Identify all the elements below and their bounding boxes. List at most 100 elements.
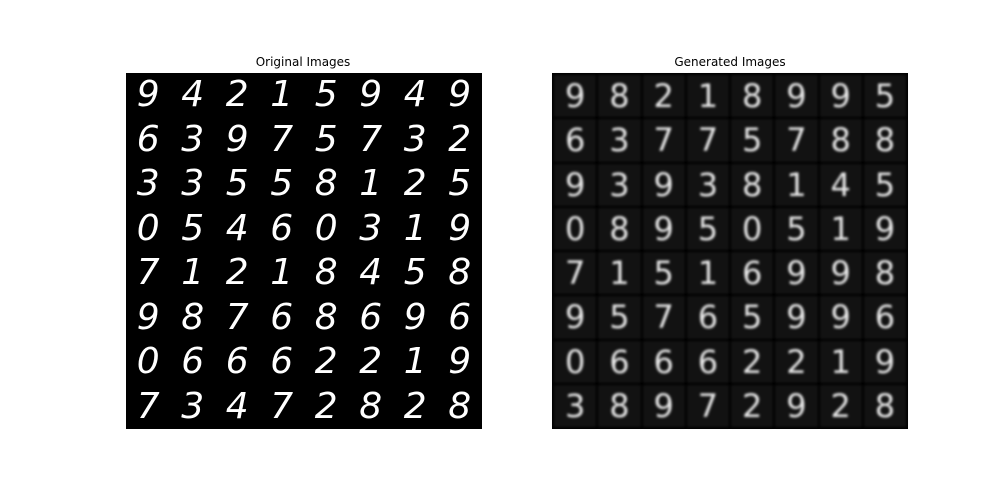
original-digit-cell: 1 — [403, 341, 427, 383]
original-digit-cell: 4 — [181, 74, 205, 116]
original-digit-cell: 8 — [448, 252, 472, 294]
generated-digit-cell: 2 — [642, 75, 685, 118]
generated-digit-cell: 6 — [731, 252, 774, 295]
original-digit-cell: 1 — [403, 207, 427, 249]
generated-digit-cell: 0 — [731, 207, 774, 250]
original-digit-cell: 9 — [448, 74, 472, 116]
generated-digit-cell: 8 — [598, 384, 641, 427]
generated-digit-cell: 5 — [598, 296, 641, 339]
generated-digit-cell: 9 — [819, 75, 862, 118]
generated-digit-cell: 5 — [863, 163, 906, 206]
generated-digit-cell: 3 — [598, 119, 641, 162]
generated-digit-cell: 9 — [819, 296, 862, 339]
original-digit-cell: 8 — [181, 296, 205, 338]
generated-digit-cell: 1 — [598, 252, 641, 295]
generated-digit-cell: 8 — [863, 384, 906, 427]
generated-digit-cell: 2 — [731, 384, 774, 427]
original-digit-cell: 0 — [314, 207, 338, 249]
original-images-title: Original Images — [255, 55, 351, 69]
generated-digit-cell: 1 — [819, 207, 862, 250]
original-digit-cell: 6 — [448, 296, 472, 338]
original-digit-cell: 3 — [181, 118, 205, 160]
generated-digit-cell: 9 — [642, 384, 685, 427]
generated-digit-cell: 8 — [598, 207, 641, 250]
generated-digit-cell: 8 — [598, 75, 641, 118]
generated-digit-cell: 7 — [775, 119, 818, 162]
generated-digit-cell: 9 — [554, 296, 597, 339]
generated-digit-cell: 2 — [775, 340, 818, 383]
generated-digit-cell: 5 — [863, 75, 906, 118]
generated-digit-cell: 9 — [642, 207, 685, 250]
generated-digit-cell: 8 — [863, 252, 906, 295]
generated-digit-cell: 5 — [642, 252, 685, 295]
generated-digit-cell: 8 — [863, 119, 906, 162]
original-digit-cell: 2 — [314, 385, 338, 427]
original-digit-cell: 5 — [403, 252, 427, 294]
original-digit-cell: 2 — [314, 341, 338, 383]
original-digit-cell: 2 — [225, 74, 249, 116]
generated-digit-cell: 9 — [775, 384, 818, 427]
original-digit-cell: 4 — [359, 252, 383, 294]
generated-digit-cell: 1 — [686, 75, 729, 118]
original-digit-cell: 8 — [448, 385, 472, 427]
generated-digit-cell: 7 — [642, 119, 685, 162]
original-digit-cell: 8 — [314, 252, 338, 294]
original-digit-cell: 5 — [314, 74, 338, 116]
original-digit-cell: 9 — [225, 118, 249, 160]
original-digit-cell: 5 — [225, 163, 249, 205]
generated-digit-cell: 6 — [598, 340, 641, 383]
generated-digit-cell: 8 — [731, 75, 774, 118]
generated-digit-cell: 6 — [686, 296, 729, 339]
original-digit-cell: 9 — [359, 74, 383, 116]
generated-digit-cell: 9 — [554, 75, 597, 118]
generated-digit-cell: 0 — [554, 340, 597, 383]
original-digit-cell: 4 — [225, 385, 249, 427]
generated-digit-cell: 8 — [819, 119, 862, 162]
generated-digit-cell: 9 — [642, 163, 685, 206]
generated-digit-cell: 7 — [686, 384, 729, 427]
original-digit-cell: 7 — [270, 118, 294, 160]
generated-digit-cell: 6 — [554, 119, 597, 162]
generated-digit-cell: 9 — [775, 252, 818, 295]
generated-digit-cell: 9 — [775, 296, 818, 339]
original-digit-cell: 3 — [181, 385, 205, 427]
original-digit-cell: 3 — [136, 163, 160, 205]
original-digit-cell: 6 — [359, 296, 383, 338]
original-digit-cell: 9 — [403, 296, 427, 338]
original-digit-cell: 5 — [270, 163, 294, 205]
original-digit-cell: 8 — [314, 163, 338, 205]
generated-digit-cell: 9 — [775, 75, 818, 118]
generated-digit-cell: 1 — [775, 163, 818, 206]
original-digit-cell: 7 — [136, 385, 160, 427]
generated-digit-cell: 9 — [863, 207, 906, 250]
generated-digit-cell: 9 — [819, 252, 862, 295]
original-digit-cell: 6 — [270, 296, 294, 338]
original-digit-cell: 6 — [181, 341, 205, 383]
original-digit-cell: 2 — [403, 385, 427, 427]
original-digit-cell: 6 — [136, 118, 160, 160]
original-digit-cell: 1 — [359, 163, 383, 205]
original-digit-cell: 1 — [270, 74, 294, 116]
generated-digit-cell: 7 — [642, 296, 685, 339]
original-digit-cell: 5 — [314, 118, 338, 160]
original-digit-cell: 5 — [181, 207, 205, 249]
generated-digit-cell: 9 — [554, 163, 597, 206]
generated-digit-cell: 5 — [686, 207, 729, 250]
original-digit-cell: 0 — [136, 341, 160, 383]
generated-digit-cell: 5 — [731, 119, 774, 162]
generated-digit-cell: 1 — [686, 252, 729, 295]
generated-digit-cell: 3 — [598, 163, 641, 206]
original-digit-cell: 2 — [225, 252, 249, 294]
original-digit-cell: 9 — [448, 341, 472, 383]
original-digit-cell: 9 — [136, 296, 160, 338]
original-digit-cell: 7 — [270, 385, 294, 427]
generated-digit-cell: 7 — [686, 119, 729, 162]
generated-digit-cell: 1 — [819, 340, 862, 383]
original-digit-cell: 7 — [359, 118, 383, 160]
generated-images-title: Generated Images — [674, 55, 786, 69]
original-digit-cell: 7 — [136, 252, 160, 294]
original-digit-cell: 6 — [270, 341, 294, 383]
original-digit-cell: 9 — [448, 207, 472, 249]
